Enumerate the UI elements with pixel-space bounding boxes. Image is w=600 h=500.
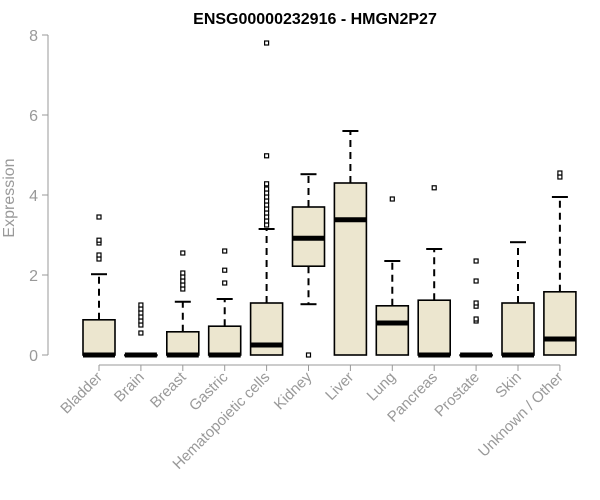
boxes [82,40,577,358]
outlier-point [96,252,102,258]
y-axis-label: Expression [1,158,18,237]
outlier-point [180,250,186,256]
y-tick-label: 8 [29,28,38,45]
outlier-point [264,181,270,187]
box-group [543,170,577,356]
box [207,325,242,356]
outlier-point [264,222,270,228]
outlier-point [138,302,144,308]
x-tick-label: Bladder [57,369,106,418]
outlier-point [473,258,479,264]
box-group [249,40,284,356]
outlier-point [96,214,102,220]
outlier-point [222,248,228,254]
outlier-point [389,196,395,202]
outlier-point [305,352,312,358]
outlier-point [138,330,144,336]
outlier-point [264,218,270,224]
outlier-point [473,278,479,284]
x-tick-label: Brain [111,369,148,406]
outlier-point [138,322,144,328]
box-group [124,302,158,358]
outlier-point [264,153,270,159]
outlier-point [557,174,563,180]
outlier-point [264,210,270,216]
outlier-point [96,256,102,262]
x-tick-label: Prostate [431,369,483,421]
y-tick-label: 0 [29,348,38,365]
chart-title: ENSG00000232916 - HMGN2P27 [193,11,437,28]
box-group [333,130,368,356]
box [417,299,452,356]
outlier-point [264,186,270,192]
outlier-point [473,316,479,322]
outlier-point [138,318,144,324]
outlier-point [180,286,186,292]
box [166,330,200,356]
box [333,182,368,356]
outlier-point [557,170,563,176]
outlier-point [180,278,186,284]
box-group [82,214,116,358]
box [543,290,577,356]
box-group [375,196,410,356]
box-group [291,173,326,358]
y-tick-label: 2 [29,268,38,285]
outlier-point [264,206,270,212]
outlier-point [431,185,437,191]
outlier-point [473,300,479,306]
box-group [207,248,242,358]
outlier-point [222,267,228,273]
outlier-point [264,198,270,204]
outlier-point [222,280,228,286]
outlier-point [264,214,270,220]
box-group [501,241,535,358]
x-tick-label: Lung [364,369,400,405]
y-tick-label: 6 [29,108,38,125]
x-tick-label: Skin [492,369,525,402]
box-group [459,258,493,358]
box [501,302,535,356]
y-axis: 0 2 4 6 8 [29,28,49,365]
box [82,318,116,356]
outlier-point [264,190,270,196]
box-group [417,185,452,358]
outlier-point [138,306,144,312]
y-tick-label: 4 [29,188,38,205]
outlier-point [264,40,270,46]
x-tick-label: Kidney [271,368,316,413]
x-tick-label: Liver [322,369,357,404]
x-tick-label: Breast [147,368,190,411]
outlier-point [138,310,144,316]
outlier-point [180,270,186,276]
outlier-point [264,194,270,200]
outlier-point [96,237,102,243]
outlier-point [264,202,270,208]
outlier-point [138,314,144,320]
outlier-point [180,274,186,280]
box [375,304,410,356]
box-group [166,250,200,358]
outlier-point [180,282,186,288]
